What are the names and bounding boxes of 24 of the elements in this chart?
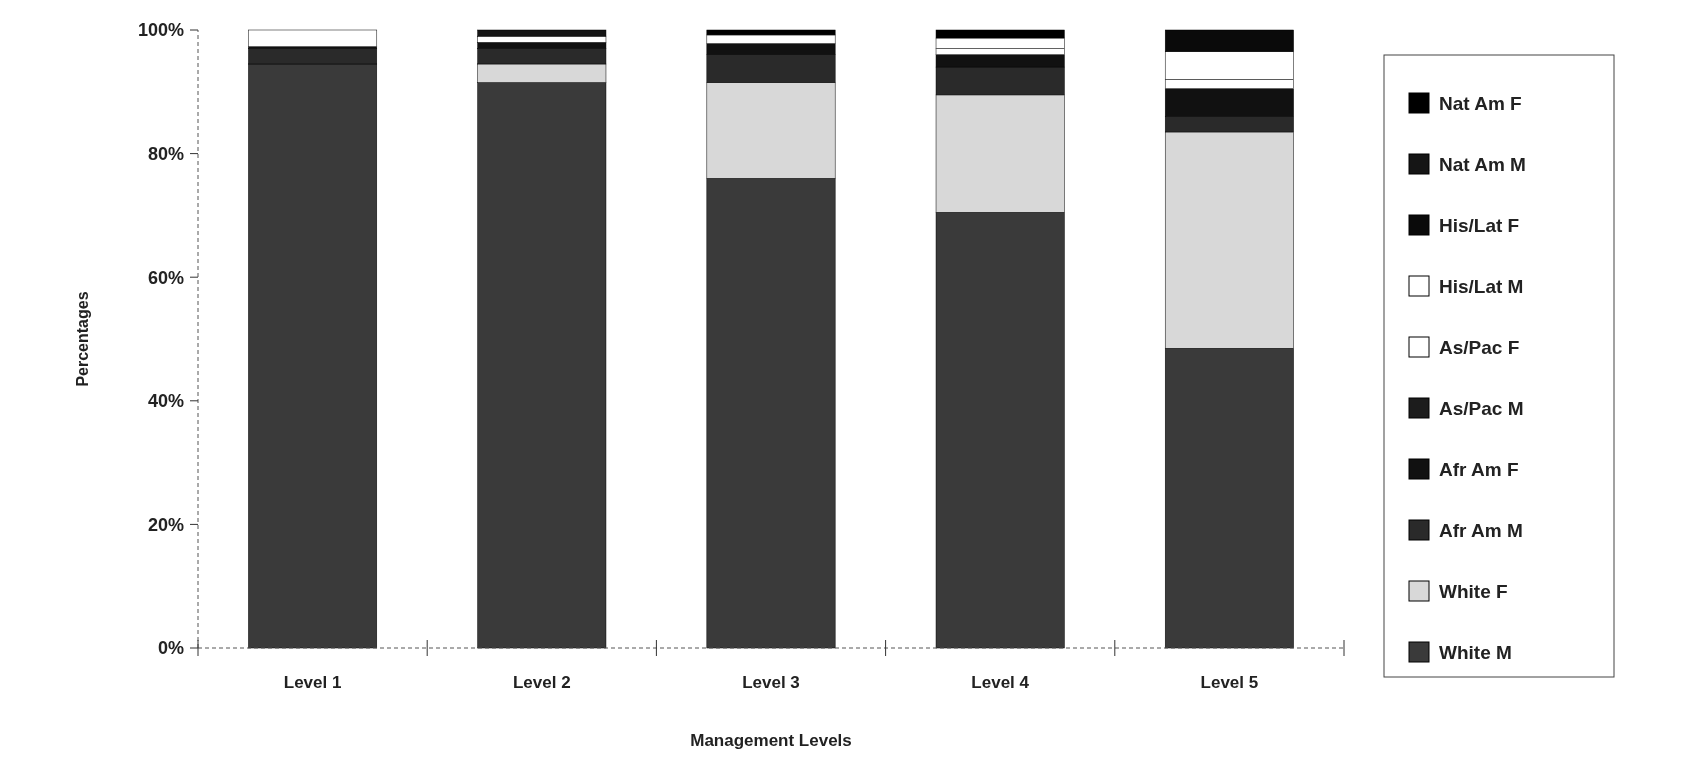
y-tick-label: 80% [147, 143, 184, 164]
y-tick-label: 0% [157, 638, 184, 659]
x-tick-label: Level 3 [742, 673, 800, 692]
legend-label: White F [1439, 580, 1508, 602]
legend-label: As/Pac F [1439, 336, 1520, 358]
legend-label: His/Lat M [1439, 275, 1524, 297]
legend-label: Afr Am M [1439, 519, 1523, 541]
y-tick-label: 20% [147, 514, 184, 535]
bar [248, 29, 378, 47]
legend-label: Nat Am M [1439, 153, 1526, 175]
legend-label: White M [1439, 641, 1512, 663]
x-tick-label: Level 5 [1200, 673, 1259, 692]
x-tick-label: Level 1 [283, 673, 342, 692]
legend-label: Afr Am F [1439, 458, 1519, 480]
x-tick-label: Level 4 [971, 673, 1030, 692]
y-tick-label: 100% [137, 20, 184, 41]
legend-label: His/Lat F [1439, 214, 1520, 236]
legend-label: Nat Am F [1439, 92, 1522, 114]
y-axis-title: Percentages [74, 291, 91, 387]
x-axis-title: Management Levels [690, 731, 852, 750]
legend-label: As/Pac M [1439, 397, 1524, 419]
y-tick-label: 60% [147, 267, 184, 288]
x-tick-label: Level 2 [512, 673, 571, 692]
y-tick-label: 40% [147, 391, 184, 412]
